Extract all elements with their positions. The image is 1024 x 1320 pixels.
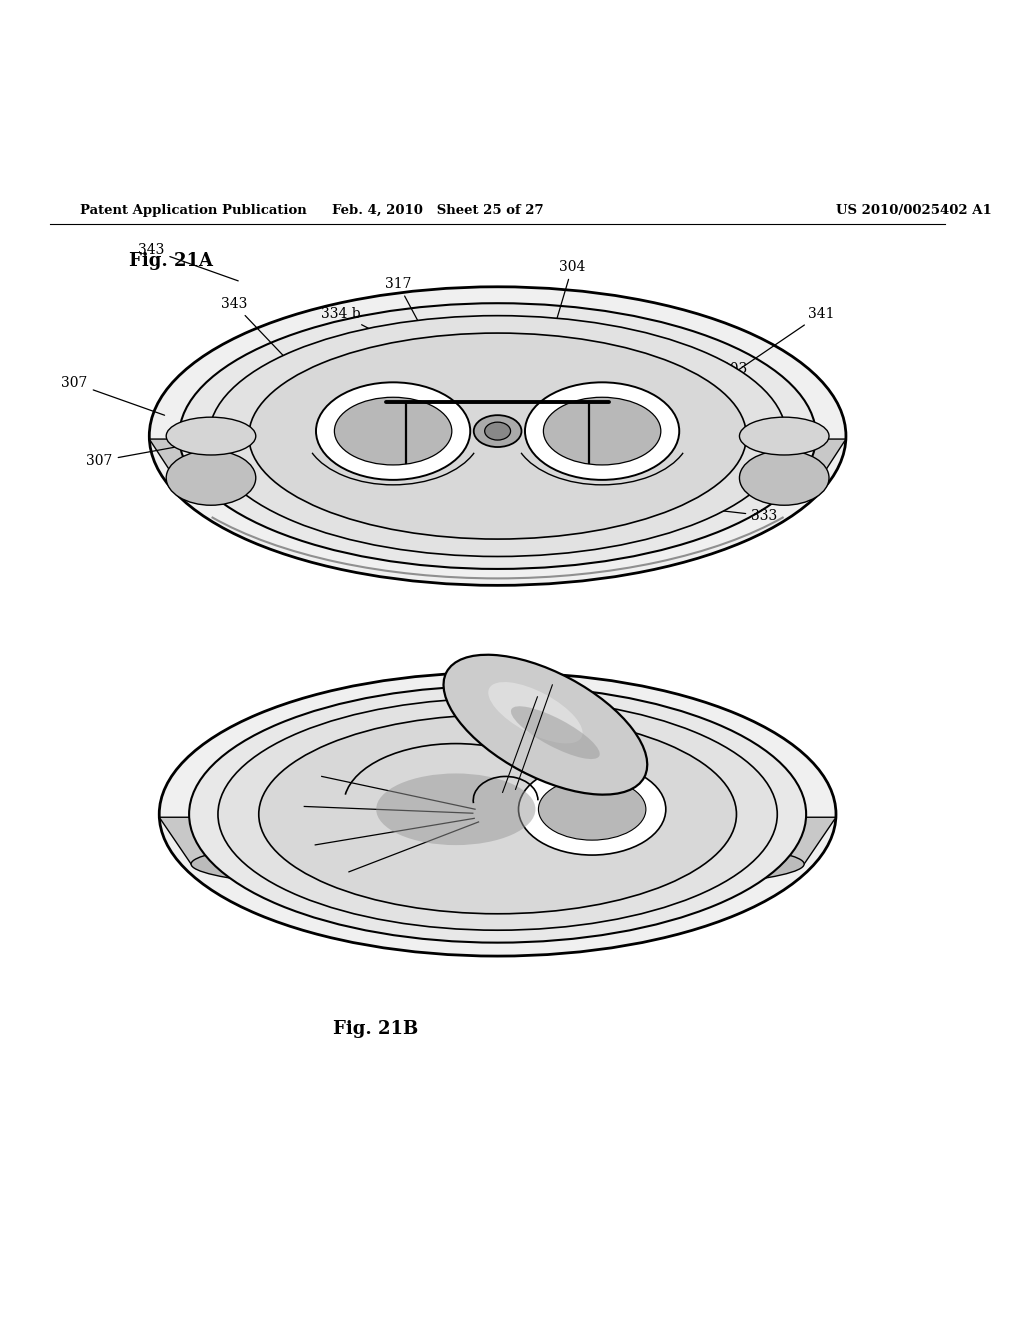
Ellipse shape bbox=[376, 774, 536, 845]
Text: 341: 341 bbox=[727, 306, 835, 378]
Ellipse shape bbox=[181, 458, 814, 517]
Ellipse shape bbox=[259, 714, 736, 913]
Ellipse shape bbox=[316, 383, 470, 480]
Text: 317: 317 bbox=[288, 479, 381, 506]
Text: 340: 340 bbox=[295, 462, 378, 510]
Text: 303: 303 bbox=[645, 363, 748, 388]
Text: Fig. 21A: Fig. 21A bbox=[129, 252, 213, 271]
Ellipse shape bbox=[189, 686, 806, 942]
Text: 343: 343 bbox=[138, 243, 239, 281]
Text: 334 b: 334 b bbox=[321, 306, 411, 350]
Text: 343: 343 bbox=[221, 297, 292, 364]
Ellipse shape bbox=[484, 422, 511, 440]
Ellipse shape bbox=[739, 450, 829, 506]
Ellipse shape bbox=[218, 698, 777, 931]
Ellipse shape bbox=[518, 763, 666, 855]
Ellipse shape bbox=[544, 397, 660, 465]
Ellipse shape bbox=[539, 779, 646, 840]
Ellipse shape bbox=[488, 682, 583, 743]
Ellipse shape bbox=[511, 706, 600, 759]
Text: Fig. 21B: Fig. 21B bbox=[334, 1020, 419, 1039]
Ellipse shape bbox=[166, 450, 256, 506]
Ellipse shape bbox=[191, 836, 804, 892]
Text: US 2010/0025402 A1: US 2010/0025402 A1 bbox=[836, 205, 991, 218]
Ellipse shape bbox=[160, 672, 836, 956]
Text: 307: 307 bbox=[61, 376, 165, 416]
Ellipse shape bbox=[525, 383, 679, 480]
Ellipse shape bbox=[443, 655, 647, 795]
Polygon shape bbox=[160, 817, 836, 865]
Text: 334 a: 334 a bbox=[516, 510, 589, 549]
Text: Patent Application Publication: Patent Application Publication bbox=[80, 205, 306, 218]
Text: 317: 317 bbox=[385, 277, 459, 397]
Text: 311: 311 bbox=[399, 469, 454, 528]
Text: 307: 307 bbox=[86, 446, 178, 469]
Ellipse shape bbox=[150, 286, 846, 585]
Ellipse shape bbox=[335, 397, 452, 465]
Ellipse shape bbox=[209, 315, 786, 557]
Text: 304: 304 bbox=[534, 260, 586, 399]
Ellipse shape bbox=[249, 333, 746, 539]
Text: 333: 333 bbox=[654, 503, 777, 523]
Ellipse shape bbox=[166, 417, 256, 455]
Ellipse shape bbox=[179, 304, 816, 569]
Polygon shape bbox=[150, 440, 846, 488]
Ellipse shape bbox=[739, 417, 829, 455]
Text: Feb. 4, 2010   Sheet 25 of 27: Feb. 4, 2010 Sheet 25 of 27 bbox=[332, 205, 544, 218]
Ellipse shape bbox=[474, 416, 521, 447]
